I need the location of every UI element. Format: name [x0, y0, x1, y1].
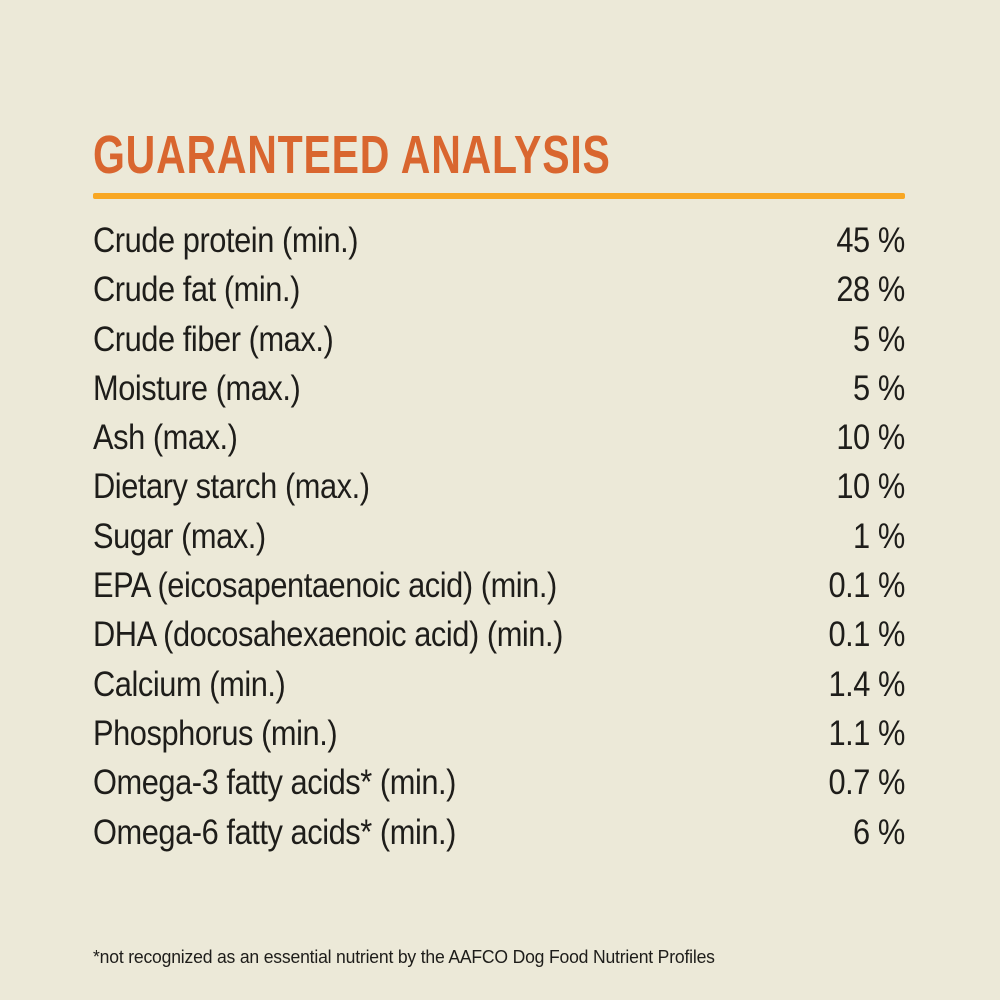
table-row: Sugar (max.) 1 % — [93, 512, 905, 561]
nutrient-value: 28 % — [836, 270, 906, 310]
nutrient-label: EPA (eicosapentaenoic acid) (min.) — [93, 566, 557, 606]
table-row: Ash (max.) 10 % — [93, 413, 905, 462]
nutrient-label: Crude protein (min.) — [93, 221, 359, 260]
table-row: Crude fat (min.) 28 % — [93, 265, 905, 314]
nutrient-value: 45 % — [836, 221, 906, 260]
table-row: Phosphorus (min.) 1.1 % — [93, 709, 905, 758]
table-row: Omega-3 fatty acids* (min.) 0.7 % — [93, 758, 905, 807]
nutrient-value: 5 % — [853, 368, 905, 408]
nutrient-value: 0.7 % — [828, 763, 905, 803]
table-row: EPA (eicosapentaenoic acid) (min.) 0.1 % — [93, 561, 905, 610]
table-row: Crude protein (min.) 45 % — [93, 216, 905, 265]
nutrient-label: Calcium (min.) — [93, 664, 286, 704]
nutrient-value: 1.4 % — [828, 664, 905, 704]
nutrient-label: Crude fat (min.) — [93, 270, 300, 310]
nutrient-label: DHA (docosahexaenoic acid) (min.) — [93, 615, 563, 655]
nutrient-value: 6 % — [853, 812, 905, 852]
nutrient-value: 10 % — [836, 467, 906, 507]
table-row: Crude fiber (max.) 5 % — [93, 315, 905, 364]
nutrient-value: 0.1 % — [828, 615, 905, 655]
footnote: *not recognized as an essential nutrient… — [93, 946, 715, 967]
table-row: Omega-6 fatty acids* (min.) 6 % — [93, 808, 905, 857]
table-row: DHA (docosahexaenoic acid) (min.) 0.1 % — [93, 610, 905, 659]
nutrient-value: 5 % — [853, 319, 905, 359]
nutrient-label: Phosphorus (min.) — [93, 713, 338, 753]
nutrient-label: Omega-6 fatty acids* (min.) — [93, 812, 456, 852]
table-row: Dietary starch (max.) 10 % — [93, 462, 905, 511]
nutrient-label: Sugar (max.) — [93, 516, 266, 556]
nutrient-value: 0.1 % — [828, 566, 905, 606]
table-row: Moisture (max.) 5 % — [93, 364, 905, 413]
guaranteed-analysis-panel: GUARANTEED ANALYSIS Crude protein (min.)… — [93, 0, 905, 857]
nutrient-value: 10 % — [836, 418, 906, 458]
page-title: GUARANTEED ANALYSIS — [93, 125, 611, 185]
nutrient-value: 1.1 % — [828, 713, 905, 753]
table-row: Calcium (min.) 1.4 % — [93, 660, 905, 709]
nutrient-label: Dietary starch (max.) — [93, 467, 370, 507]
nutrient-label: Crude fiber (max.) — [93, 319, 334, 359]
nutrient-label: Moisture (max.) — [93, 368, 301, 408]
title-divider — [93, 193, 905, 199]
nutrient-label: Ash (max.) — [93, 418, 238, 458]
analysis-table: Crude protein (min.) 45 % Crude fat (min… — [93, 216, 905, 857]
nutrient-value: 1 % — [853, 516, 905, 556]
nutrient-label: Omega-3 fatty acids* (min.) — [93, 763, 456, 803]
